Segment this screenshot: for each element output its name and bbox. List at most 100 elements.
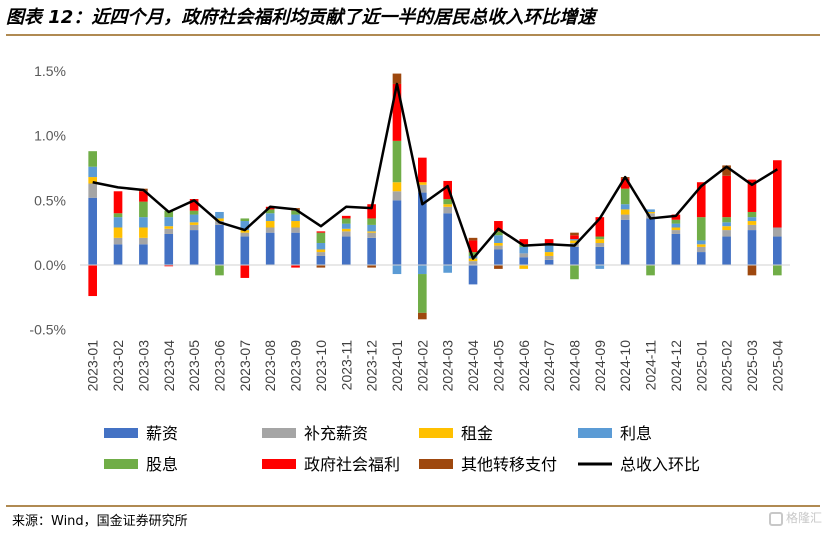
legend-swatch	[104, 428, 138, 438]
bar-segment	[747, 211, 757, 218]
bar-segment	[418, 265, 427, 275]
bar-segment	[418, 192, 427, 265]
bar-segment	[443, 199, 452, 205]
bar-stack-2023-07	[240, 218, 250, 278]
bar-segment	[139, 217, 148, 228]
bar-segment	[722, 226, 731, 231]
bar-segment	[595, 239, 605, 244]
bar-segment	[696, 246, 706, 253]
bar-segment	[443, 206, 452, 214]
legend-swatch	[262, 428, 296, 438]
bar-segment	[265, 232, 275, 265]
x-tick-label: 2025-03	[744, 340, 760, 392]
bar-segment	[164, 265, 174, 267]
bar-segment	[468, 258, 478, 262]
bar-stack-2023-02	[113, 191, 123, 265]
x-tick-label: 2025-04	[769, 340, 785, 392]
bar-segment	[722, 236, 731, 265]
bar-segment	[291, 221, 300, 228]
legend-swatch	[419, 428, 453, 438]
bar-segment	[189, 224, 199, 231]
x-tick-label: 2024-08	[566, 340, 582, 392]
bar-segment	[418, 182, 427, 185]
y-tick-label: 0.5%	[34, 192, 66, 208]
bar-segment	[215, 211, 224, 219]
bar-segment	[113, 191, 123, 214]
bar-segment	[747, 179, 757, 212]
bar-segment	[164, 228, 174, 234]
bar-segment	[443, 265, 452, 273]
bottom-rule	[6, 505, 820, 507]
bar-segment	[595, 236, 605, 240]
bar-segment	[341, 223, 351, 229]
bar-segment	[392, 83, 402, 141]
bar-segment	[722, 230, 731, 237]
bar-segment	[88, 177, 97, 184]
bar-segment	[113, 227, 123, 238]
bar-segment	[747, 221, 757, 225]
bar-segment	[595, 243, 605, 247]
legend-swatch	[419, 459, 453, 469]
legend-label: 薪资	[146, 424, 178, 443]
bar-segment	[544, 259, 554, 265]
bar-segment	[215, 218, 224, 222]
bar-segment	[367, 237, 376, 265]
bar-segment	[620, 209, 630, 215]
bar-segment	[646, 209, 655, 212]
bar-stack-2024-02	[418, 157, 427, 320]
y-tick-label: 0.0%	[34, 257, 66, 273]
bar-segment	[418, 274, 427, 313]
bar-segment	[544, 255, 554, 260]
bar-segment	[570, 240, 579, 244]
legend-item: 总收入环比	[578, 455, 700, 474]
bar-segment	[570, 232, 579, 236]
bar-segment	[367, 218, 376, 225]
bar-segment	[747, 217, 757, 222]
legend-swatch	[104, 459, 138, 469]
bar-segment	[722, 175, 731, 218]
bar-segment	[722, 165, 731, 176]
bar-segment	[113, 237, 123, 245]
bar-segment	[570, 246, 579, 265]
x-tick-label: 2025-02	[719, 340, 735, 392]
bar-segment	[240, 265, 250, 278]
legend-item: 租金	[419, 424, 493, 443]
bar-segment	[696, 217, 706, 241]
legend-item: 利息	[578, 424, 652, 443]
bar-segment	[494, 221, 503, 232]
x-tick-label: 2023-07	[237, 340, 253, 392]
x-tick-label: 2024-05	[490, 340, 506, 392]
bar-segment	[291, 227, 300, 233]
bar-segment	[443, 204, 452, 207]
bar-segment	[189, 230, 199, 265]
total-line-layer	[92, 82, 778, 260]
x-tick-label: 2024-09	[592, 340, 608, 392]
bar-segment	[468, 261, 478, 265]
x-tick-label: 2023-10	[313, 340, 329, 392]
bar-segment	[620, 219, 630, 265]
bar-stack-2025-04	[773, 160, 782, 276]
bar-segment	[139, 191, 148, 202]
bar-segment	[291, 214, 300, 222]
bar-segment	[164, 226, 174, 229]
bar-segment	[620, 178, 630, 189]
bar-segment	[341, 231, 351, 237]
bar-segment	[164, 233, 174, 265]
chart-title: 图表 12：近四个月，政府社会福利均贡献了近一半的居民总收入环比增速	[6, 4, 820, 36]
bar-stack-2023-05	[189, 199, 199, 265]
bar-segment	[240, 232, 250, 237]
bar-stack-2024-03	[443, 180, 452, 273]
bar-segment	[240, 221, 250, 231]
legend-label: 利息	[620, 424, 652, 443]
x-tick-label: 2023-02	[110, 340, 126, 392]
bar-segment	[595, 217, 605, 237]
bar-segment	[671, 219, 681, 224]
bar-segment	[265, 213, 275, 222]
bar-stack-2024-10	[620, 177, 630, 265]
bar-stack-2023-04	[164, 210, 174, 267]
bar-stack-2023-11	[341, 215, 351, 265]
bar-segment	[164, 210, 174, 218]
bar-segment	[696, 240, 706, 245]
bar-segment	[189, 199, 199, 211]
legend-item: 政府社会福利	[262, 455, 400, 474]
